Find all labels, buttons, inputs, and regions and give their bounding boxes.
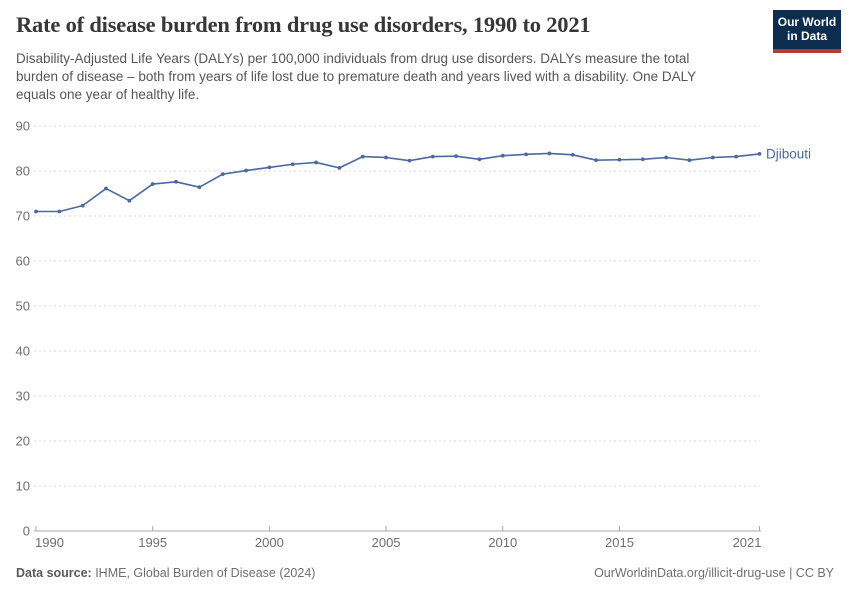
x-tick-label: 2015 bbox=[605, 535, 634, 550]
chart-canvas[interactable]: 0 10 20 30 40 50 60 70 80 90 1990 1995 2000 2005 2010 2… bbox=[0, 115, 850, 560]
data-point-2014[interactable] bbox=[594, 158, 599, 163]
data-point-2002[interactable] bbox=[314, 160, 318, 165]
data-point-2006[interactable] bbox=[407, 158, 412, 163]
x-tick-label: 1995 bbox=[138, 535, 167, 550]
y-tick-label: 50 bbox=[16, 299, 30, 314]
y-tick-label: 80 bbox=[16, 164, 30, 179]
data-source-value: IHME, Global Burden of Disease (2024) bbox=[91, 566, 316, 580]
x-tick-label: 2000 bbox=[255, 535, 284, 550]
data-point-1996[interactable] bbox=[174, 179, 178, 184]
x-tick-label: 2021 bbox=[733, 535, 762, 550]
data-point-1997[interactable] bbox=[197, 185, 202, 190]
y-tick-label: 90 bbox=[16, 119, 30, 134]
series-label-djibouti[interactable]: Djibouti bbox=[766, 146, 811, 161]
data-source-note: Data source: IHME, Global Burden of Dise… bbox=[16, 566, 315, 580]
data-point-1990[interactable] bbox=[34, 209, 38, 214]
data-point-2008[interactable] bbox=[454, 154, 458, 159]
x-tick-label: 1990 bbox=[35, 535, 64, 550]
owid-logo[interactable]: Our World in Data bbox=[773, 10, 841, 53]
data-point-2019[interactable] bbox=[710, 155, 715, 160]
data-point-2012[interactable] bbox=[547, 151, 552, 156]
owid-logo-line2: in Data bbox=[786, 28, 827, 43]
data-point-2015[interactable] bbox=[617, 157, 622, 162]
y-tick-label: 0 bbox=[23, 524, 30, 539]
y-tick-label: 60 bbox=[16, 254, 30, 269]
license-link[interactable]: CC BY bbox=[795, 566, 834, 580]
data-point-2001[interactable] bbox=[290, 162, 295, 167]
x-tick-label: 2010 bbox=[488, 535, 517, 550]
series-line-djibouti[interactable] bbox=[35, 152, 761, 213]
y-tick-label: 40 bbox=[16, 344, 30, 359]
attribution-separator: | bbox=[785, 566, 796, 580]
data-point-2021[interactable] bbox=[757, 152, 762, 156]
y-tick-label: 20 bbox=[16, 434, 30, 449]
x-tick-label: 2005 bbox=[372, 535, 401, 550]
data-point-2013[interactable] bbox=[570, 152, 575, 157]
y-tick-label: 70 bbox=[16, 209, 30, 224]
data-point-2020[interactable] bbox=[734, 154, 739, 159]
data-point-2004[interactable] bbox=[360, 154, 365, 159]
owid-logo-line1: Our World bbox=[777, 15, 837, 29]
data-point-2005[interactable] bbox=[384, 155, 388, 160]
data-point-1992[interactable] bbox=[80, 203, 85, 208]
data-point-2010[interactable] bbox=[500, 153, 505, 158]
data-point-2016[interactable] bbox=[640, 157, 645, 162]
y-tick-label: 30 bbox=[16, 389, 30, 404]
data-point-1998[interactable] bbox=[220, 172, 225, 177]
data-point-2011[interactable] bbox=[524, 152, 529, 157]
y-tick-label: 10 bbox=[16, 479, 30, 494]
data-point-1999[interactable] bbox=[244, 168, 248, 173]
data-point-1991[interactable] bbox=[57, 209, 62, 214]
data-point-1994[interactable] bbox=[127, 198, 132, 203]
data-point-2007[interactable] bbox=[430, 154, 435, 159]
attribution-note: OurWorldinData.org/illicit-drug-use | CC… bbox=[594, 566, 834, 580]
data-point-2017[interactable] bbox=[664, 155, 669, 160]
chart-subtitle: Disability-Adjusted Life Years (DALYs) p… bbox=[16, 51, 696, 102]
data-point-2000[interactable] bbox=[267, 165, 272, 170]
page-title: Rate of disease burden from drug use dis… bbox=[16, 12, 591, 37]
data-source-label: Data source: bbox=[16, 566, 92, 580]
chart-footer: Data source: IHME, Global Burden of Dise… bbox=[16, 566, 834, 580]
site-link[interactable]: OurWorldinData.org/illicit-drug-use bbox=[594, 566, 786, 580]
data-point-2018[interactable] bbox=[687, 158, 692, 163]
data-point-2003[interactable] bbox=[337, 165, 342, 170]
data-point-1993[interactable] bbox=[104, 186, 108, 191]
data-point-1995[interactable] bbox=[150, 182, 155, 186]
data-point-2009[interactable] bbox=[477, 157, 482, 162]
